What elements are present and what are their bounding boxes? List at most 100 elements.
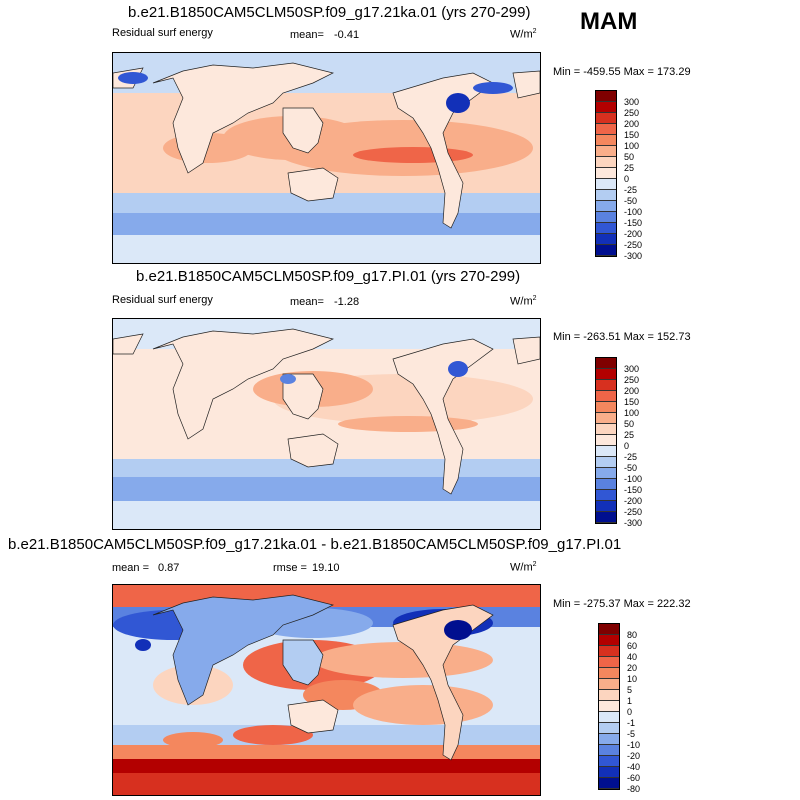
panel2-colorbar-tick: -300 — [624, 518, 643, 528]
panel3-mean-value: 0.87 — [158, 562, 180, 574]
panel1-colorbar-swatch — [596, 234, 616, 245]
panel1-colorbar-swatch — [596, 113, 616, 124]
panel2-colorbar-tick: 25 — [624, 430, 635, 440]
panel2-colorbar-tick: -25 — [624, 452, 638, 462]
panel3-colorbar-tick: 5 — [627, 685, 633, 695]
panel2-colorbar-swatch — [596, 369, 616, 380]
panel1-colorbar-tick: 300 — [624, 97, 640, 107]
panel3-colorbar-swatch — [599, 690, 619, 701]
panel3-colorbar-swatch — [599, 745, 619, 756]
panel1-colorbar-swatch — [596, 190, 616, 201]
panel2-colorbar-tick: 300 — [624, 364, 640, 374]
panel3-colorbar-swatch — [599, 646, 619, 657]
panel3-map-image — [113, 585, 540, 795]
panel2-colorbar-swatch — [596, 490, 616, 501]
panel1-colorbar-swatch — [596, 245, 616, 256]
panel2-colorbar-swatch — [596, 435, 616, 446]
panel1-colorbar-swatch — [596, 157, 616, 168]
panel1-colorbar-tick: 150 — [624, 130, 640, 140]
panel1-colorbar-tick: -50 — [624, 196, 638, 206]
panel3-colorbar: 80 60 40 20 10 5 1 0 -1 -5 -10 -20 -40 -… — [598, 623, 640, 794]
panel1-colorbar-tick: -250 — [624, 240, 643, 250]
panel3-colorbar-swatch — [599, 756, 619, 767]
panel2-colorbar-swatch — [596, 413, 616, 424]
panel2-colorbar-swatch — [596, 446, 616, 457]
panel2-colorbar-swatch — [596, 424, 616, 435]
panel3-colorbar-tick: -1 — [627, 718, 636, 728]
panel3-colorbar-swatch — [599, 679, 619, 690]
panel1-colorbar-tick: 0 — [624, 174, 630, 184]
panel1-colorbar-swatch — [596, 124, 616, 135]
panel2-colorbar-swatch — [596, 512, 616, 523]
panel3-rmse-value: 19.10 — [312, 562, 340, 574]
panel2-colorbar-tick: 200 — [624, 386, 640, 396]
panel3-colorbar-swatch — [599, 712, 619, 723]
panel1-colorbar-swatch — [596, 179, 616, 190]
panel1-mean-label: mean= — [290, 29, 324, 41]
panel3-colorbar-swatch — [599, 701, 619, 712]
panel2-colorbar-swatch — [596, 391, 616, 402]
panel3-colorbar-tick: 1 — [627, 696, 633, 706]
panel3-colorbar-tick: 10 — [627, 674, 638, 684]
panel1-colorbar-swatch — [596, 146, 616, 157]
season-label: MAM — [580, 8, 638, 35]
panel3-colorbar-tick: 80 — [627, 630, 638, 640]
panel1-colorbar-tick: -300 — [624, 251, 643, 261]
panel1-colorbar-tick: 200 — [624, 119, 640, 129]
panel1-colorbar-tick: -100 — [624, 207, 643, 217]
panel2-colorbar-tick: -150 — [624, 485, 643, 495]
panel3-colorbar-tick: -20 — [627, 751, 641, 761]
panel1-colorbar-swatch — [596, 223, 616, 234]
panel2-colorbar-swatch — [596, 501, 616, 512]
panel2-minmax: Min = -263.51 Max = 152.73 — [553, 331, 691, 343]
panel3-colorbar-swatch — [599, 767, 619, 778]
panel3-units: W/m2 — [510, 561, 537, 574]
panel3-colorbar-swatch — [599, 624, 619, 635]
panel2-colorbar-swatch — [596, 479, 616, 490]
panel1-colorbar-swatch — [596, 201, 616, 212]
panel3-colorbar-tick: -40 — [627, 762, 641, 772]
panel1-colorbar-swatch — [596, 212, 616, 223]
panel3-colorbar-swatch — [599, 635, 619, 646]
panel3-colorbar-tick: -80 — [627, 784, 641, 794]
panel3-colorbar-swatch — [599, 668, 619, 679]
panel2-variable-label: Residual surf energy — [112, 294, 213, 306]
panel3-colorbar-tick: -5 — [627, 729, 636, 739]
panel1-title: b.e21.B1850CAM5CLM50SP.f09_g17.21ka.01 (… — [128, 4, 531, 21]
panel2-mean-label: mean= — [290, 296, 324, 308]
panel1-colorbar-swatch — [596, 102, 616, 113]
panel3-colorbar-tick: -10 — [627, 740, 641, 750]
panel2-colorbar-tick: 250 — [624, 375, 640, 385]
panel2-colorbar-swatch — [596, 380, 616, 391]
panel2-map — [112, 318, 541, 530]
panel2-colorbar-swatch — [596, 468, 616, 479]
panel2-colorbar-tick: -100 — [624, 474, 643, 484]
panel1-units: W/m2 — [510, 28, 537, 41]
panel1-colorbar-tick: -25 — [624, 185, 638, 195]
panel2-colorbar-tick: 0 — [624, 441, 630, 451]
panel2-colorbar-swatch — [596, 402, 616, 413]
panel3-map — [112, 584, 541, 796]
panel2-colorbar-swatch — [596, 457, 616, 468]
panel1-colorbar-tick: -200 — [624, 229, 643, 239]
panel1-colorbar: 300 250 200 150 100 50 25 0 -25 -50 -100… — [595, 90, 642, 261]
panel2-colorbar: 300 250 200 150 100 50 25 0 -25 -50 -100… — [595, 357, 642, 528]
panel3-colorbar-tick: 40 — [627, 652, 638, 662]
panel3-colorbar-tick: 0 — [627, 707, 633, 717]
panel2-map-image — [113, 319, 540, 529]
panel3-colorbar-tick: 60 — [627, 641, 638, 651]
panel2-title: b.e21.B1850CAM5CLM50SP.f09_g17.PI.01 (yr… — [136, 268, 521, 285]
panel3-colorbar-swatch — [599, 778, 619, 789]
panel1-map-image — [113, 53, 540, 263]
panel1-colorbar-swatch — [596, 168, 616, 179]
panel3-colorbar-swatch — [599, 723, 619, 734]
panel2-colorbar-tick: -250 — [624, 507, 643, 517]
panel1-colorbar-tick: 25 — [624, 163, 635, 173]
panel2-colorbar-tick: 100 — [624, 408, 640, 418]
panel2-colorbar-tick: -50 — [624, 463, 638, 473]
panel3-colorbar-swatch — [599, 657, 619, 668]
panel3-colorbar-tick: 20 — [627, 663, 638, 673]
panel1-minmax: Min = -459.55 Max = 173.29 — [553, 66, 691, 78]
panel2-colorbar-tick: -200 — [624, 496, 643, 506]
panel1-mean-value: -0.41 — [334, 29, 360, 41]
